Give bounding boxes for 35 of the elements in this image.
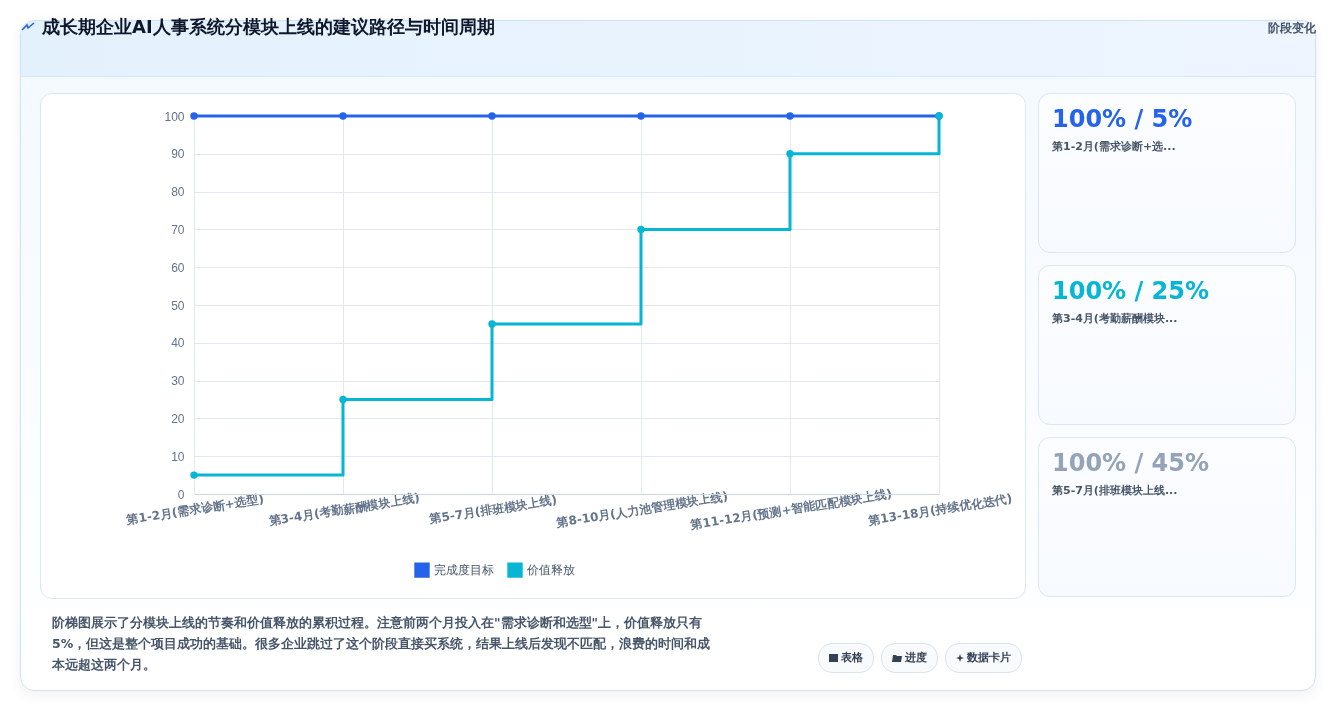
point [488, 112, 496, 120]
text: 阶梯图展示了分模块上线的节奏和价值释放的累积过程。注意前两个月投入在"需求诊断和选型"上，价值释放只有5%，但这是整个项目成功的基础。很多企业跳过了这个阶段直接买系统，结果上线后发现不匹配，浪费的时间和成本远超这两个月。 [52, 614, 712, 674]
legend-label: 价值释放 [526, 563, 575, 578]
y-tick-label: 10 [171, 449, 185, 464]
y-tick-label: 20 [171, 411, 185, 426]
text: 数据卡片 [945, 643, 1022, 673]
point [339, 395, 347, 404]
text: 第5-7月(排班模块上线... [1052, 483, 1178, 498]
y-tick-label: 70 [171, 222, 185, 237]
point [786, 112, 794, 120]
point [488, 320, 496, 328]
y-tick-label: 90 [171, 147, 185, 162]
y-tick-label: 30 [171, 374, 185, 389]
legend-label: 完成度目标 [434, 563, 494, 578]
chart-title: 成长期企业AI人事系统分模块上线的建议路径与时间周期 [42, 15, 495, 39]
point [339, 112, 347, 120]
y-tick-label: 100 [164, 109, 185, 124]
point [190, 471, 198, 479]
y-tick-label: 60 [171, 260, 185, 275]
text: 100% / 5% [1052, 105, 1193, 133]
y-tick-label: 50 [171, 298, 185, 313]
y-tick-label: 0 [177, 487, 185, 502]
y-tick-label: 80 [171, 185, 185, 200]
point [786, 150, 794, 158]
point [190, 112, 198, 120]
text: 第1-2月(需求诊断+选... [1052, 139, 1176, 154]
text: 表格 [818, 643, 874, 673]
text: 第3-4月(考勤薪酬模块... [1052, 311, 1178, 326]
text: 阶段变化 [1268, 20, 1316, 37]
text: 100% / 25% [1052, 277, 1210, 305]
text: 100% / 45% [1052, 449, 1210, 477]
text: 进度 [881, 643, 938, 673]
point [637, 225, 645, 234]
y-tick-label: 40 [171, 336, 185, 351]
point [637, 112, 645, 120]
